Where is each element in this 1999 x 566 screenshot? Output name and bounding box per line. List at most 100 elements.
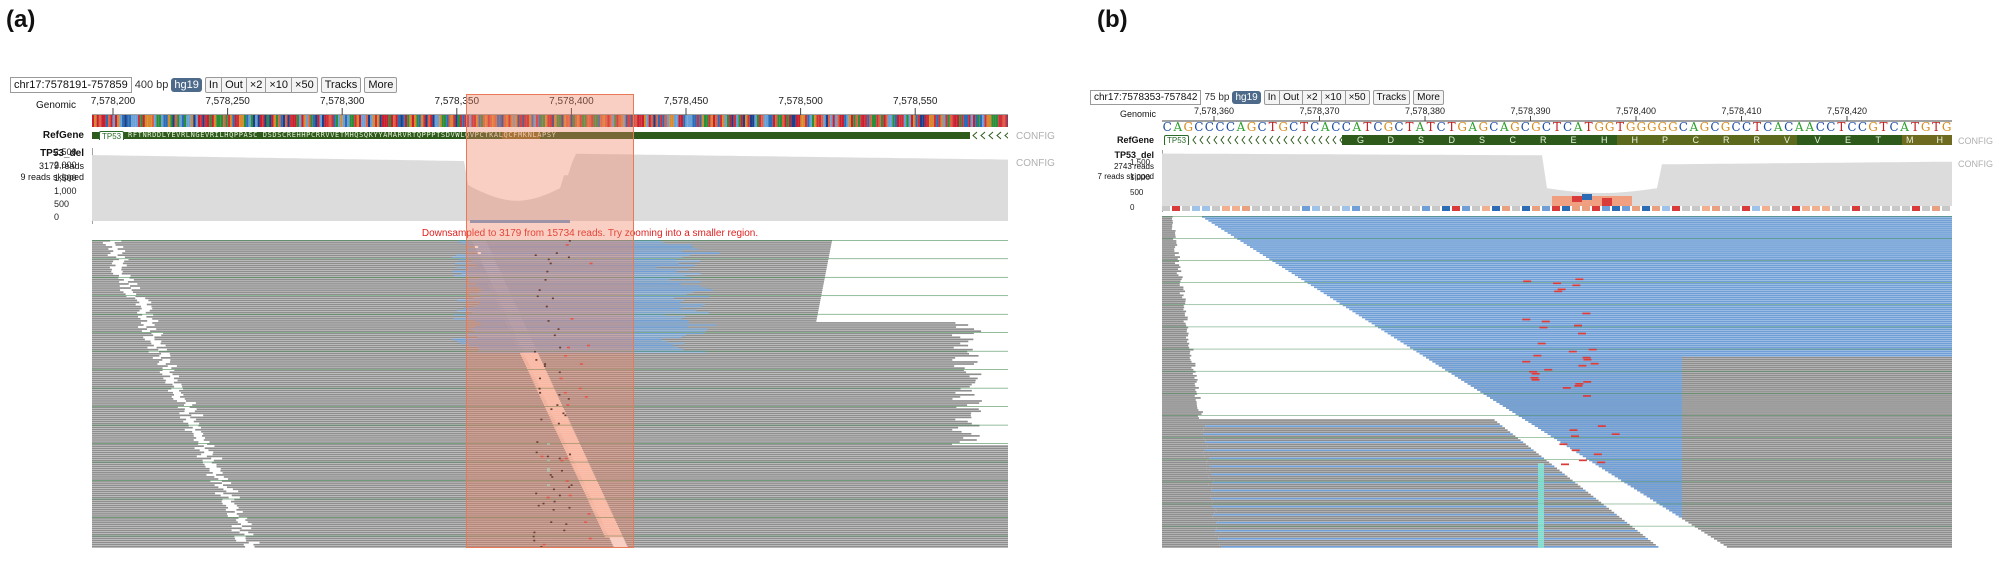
zoom-in-button[interactable]: In — [1265, 91, 1281, 104]
base-cell — [696, 115, 700, 127]
base-cell — [650, 115, 654, 127]
read — [198, 424, 558, 427]
read-gap — [549, 416, 568, 419]
alignment-reads[interactable] — [1162, 216, 1952, 548]
locus-input[interactable]: chr17:7578191-757859 — [10, 77, 132, 93]
reference-base: G — [1941, 120, 1952, 134]
insertion — [1538, 487, 1544, 490]
zoom-x2-button[interactable]: ×2 — [247, 78, 267, 92]
genome-badge[interactable]: hg19 — [1232, 91, 1261, 104]
base-cell — [678, 115, 681, 127]
read — [1162, 487, 1212, 490]
read-gap — [603, 533, 622, 536]
read — [1550, 435, 1952, 438]
base-cell — [285, 115, 288, 127]
zoom-out-button[interactable]: Out — [1280, 91, 1304, 104]
base-cell — [510, 115, 513, 127]
base-cell — [386, 115, 389, 127]
locus-input[interactable]: chr17:7578353-757842 — [1090, 90, 1202, 105]
base-cell — [890, 115, 893, 127]
read — [1162, 376, 1195, 379]
selection-highlight[interactable] — [466, 94, 634, 548]
tracks-button[interactable]: Tracks — [320, 77, 362, 93]
read-blue — [477, 350, 707, 353]
refgene-config-link[interactable]: CONFIG — [1958, 136, 1993, 146]
alignment-reads[interactable] — [92, 240, 1008, 548]
read — [1307, 282, 1952, 285]
base-cell — [685, 115, 688, 127]
read — [254, 545, 614, 548]
base-cell — [929, 115, 932, 127]
read — [117, 248, 476, 250]
genome-badge[interactable]: hg19 — [171, 78, 202, 92]
read — [184, 398, 546, 400]
read — [92, 383, 173, 386]
read — [174, 369, 532, 372]
more-button[interactable]: More — [364, 77, 398, 93]
read-blue — [1630, 485, 1682, 488]
strand-arrow — [1311, 135, 1316, 145]
alignment-config-link[interactable]: CONFIG — [1958, 159, 1993, 169]
read — [625, 541, 1008, 544]
read — [1162, 242, 1177, 244]
zoom-x50-button[interactable]: ×50 — [295, 79, 314, 91]
read-gap — [577, 476, 596, 478]
base-cell — [579, 115, 582, 127]
reference-base: C — [1194, 120, 1204, 134]
base-frequency-cell — [1562, 206, 1570, 211]
coverage-track[interactable] — [92, 148, 1008, 224]
refgene-track[interactable]: TP53 RFTNRDDLYEVRLNGEVRILHQPPASC DSDSCRE… — [92, 131, 1008, 140]
base-cell — [775, 115, 778, 127]
amino-acid: D — [1448, 135, 1456, 145]
coverage-track[interactable] — [1162, 150, 1952, 212]
zoom-x10-button[interactable]: ×10 — [266, 78, 293, 92]
base-cell — [328, 115, 332, 127]
tracks-button[interactable]: Tracks — [1372, 90, 1411, 105]
base-cell — [423, 115, 426, 127]
insertion — [1538, 485, 1544, 488]
mismatch — [553, 500, 556, 503]
read — [92, 437, 197, 439]
read-gap — [544, 404, 562, 406]
read — [1162, 316, 1188, 319]
alignment-config-link[interactable]: CONFIG — [1016, 158, 1055, 169]
read — [520, 313, 818, 316]
reference-base: A — [1352, 120, 1362, 134]
zoom-x50-button[interactable]: ×50 — [1348, 92, 1366, 103]
read — [1211, 487, 1583, 490]
base-cell — [648, 115, 651, 127]
read-gap — [601, 529, 620, 532]
base-frequency-cell — [1572, 206, 1580, 211]
read — [161, 334, 516, 337]
refgene-config-link[interactable]: CONFIG — [1016, 131, 1055, 142]
base-cell — [768, 115, 771, 127]
read — [223, 492, 589, 495]
zoom-x10-button[interactable]: ×10 — [1322, 91, 1346, 104]
insertion — [1538, 497, 1544, 500]
more-button[interactable]: More — [1413, 90, 1444, 105]
base-cell — [871, 115, 874, 127]
read-gap — [563, 445, 581, 447]
read — [92, 406, 178, 408]
read — [1162, 407, 1198, 409]
read — [92, 430, 193, 433]
read — [1162, 352, 1190, 355]
base-cell — [993, 115, 996, 127]
base-cell — [333, 115, 336, 127]
zoom-out-button[interactable]: Out — [222, 78, 247, 92]
read-edge — [1162, 370, 1952, 372]
read — [1162, 362, 1196, 365]
mismatch — [1569, 429, 1578, 431]
read — [220, 469, 579, 472]
zoom-in-button[interactable]: In — [206, 78, 223, 92]
base-cell — [517, 115, 520, 127]
strand-arrow — [1248, 135, 1253, 145]
strand-arrow — [1290, 135, 1295, 145]
read — [577, 437, 964, 439]
reference-base: G — [1183, 120, 1194, 134]
zoom-x2-button[interactable]: ×2 — [1303, 91, 1322, 104]
read — [557, 394, 975, 396]
read — [1216, 521, 1628, 524]
read — [1470, 385, 1952, 387]
